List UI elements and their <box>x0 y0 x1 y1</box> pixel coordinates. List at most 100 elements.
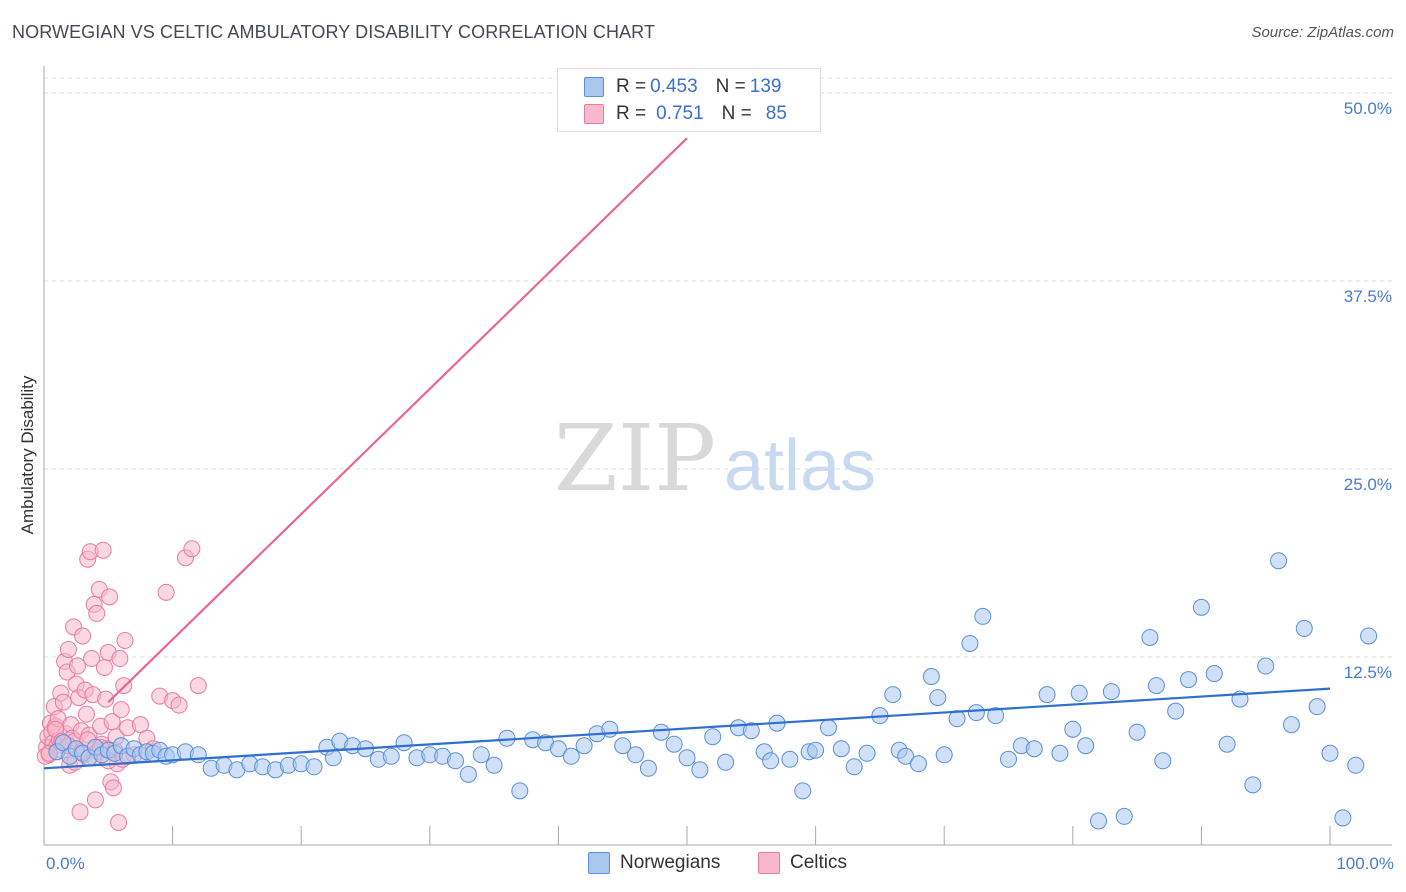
watermark: ZIP atlas <box>554 405 876 512</box>
y-tick-label: 12.5% <box>1344 663 1392 682</box>
norwegian-point <box>1308 698 1326 716</box>
celtic-point <box>54 693 72 711</box>
y-tick-label: 37.5% <box>1344 287 1392 306</box>
norwegian-point <box>884 686 902 704</box>
norwegian-point <box>704 728 722 746</box>
celtic-point <box>157 583 175 601</box>
pink-swatch <box>758 852 780 874</box>
norwegian-point <box>832 740 850 758</box>
norwegian-point <box>762 752 780 770</box>
celtic-point <box>88 604 106 622</box>
norwegian-point <box>447 752 465 770</box>
norwegian-point <box>1128 723 1146 741</box>
y-tick-label: 50.0% <box>1344 99 1392 118</box>
norwegian-point <box>1347 756 1365 774</box>
norwegian-point <box>395 734 413 752</box>
series-legend: Norwegians Celtics <box>0 852 1406 878</box>
norwegian-point <box>627 746 645 764</box>
norwegian-point <box>189 746 207 764</box>
norwegian-point <box>678 749 696 767</box>
norwegian-point <box>1257 657 1275 675</box>
norwegian-point <box>1205 665 1223 683</box>
watermark-zip: ZIP <box>554 405 716 512</box>
norwegian-point <box>459 765 477 783</box>
celtic-point <box>183 540 201 558</box>
norwegian-point <box>807 741 825 759</box>
axes <box>43 66 1392 846</box>
norwegian-point <box>1070 684 1088 702</box>
blue-swatch <box>584 77 604 97</box>
norwegian-point <box>1167 702 1185 720</box>
r-label: R = <box>616 103 647 124</box>
trend-lines <box>43 137 1331 770</box>
norwegian-point <box>1141 628 1159 646</box>
norwegian-point <box>1051 744 1069 762</box>
norwegian-point <box>819 719 837 737</box>
norwegian-point <box>781 750 799 768</box>
norwegian-point <box>1000 750 1017 768</box>
legend-row-norwegians: R = 0.453 N = 139 <box>584 75 781 99</box>
legend-row-celtics: R = 0.751 N = 85 <box>584 102 787 126</box>
celtic-point <box>111 650 129 668</box>
blue-swatch <box>588 852 610 874</box>
pink-swatch <box>584 104 604 124</box>
norwegian-point <box>472 746 490 764</box>
norwegian-point <box>1147 677 1165 695</box>
norwegian-point <box>324 749 342 767</box>
x-tick-label: 100.0% <box>1336 854 1394 873</box>
norwegian-point <box>1064 720 1082 738</box>
celtic-point <box>83 650 101 668</box>
norwegian-point <box>1038 686 1056 704</box>
norwegian-point <box>929 689 947 707</box>
norwegian-point <box>382 747 400 765</box>
celtic-point <box>189 677 207 695</box>
celtic-point <box>94 541 112 559</box>
norwegian-point <box>1270 552 1288 570</box>
celtic-point <box>101 588 119 606</box>
source-label: Source: ZipAtlas.com <box>1251 24 1394 41</box>
norwegian-point <box>1025 740 1043 758</box>
norwegian-point <box>652 723 670 741</box>
grid-lines <box>44 77 1392 658</box>
norwegian-point <box>639 759 657 777</box>
r-value: 0.751 <box>656 103 704 124</box>
celtic-point <box>86 791 104 809</box>
norwegian-point <box>1154 752 1172 770</box>
norwegian-point <box>485 756 503 774</box>
celtic-point <box>74 627 92 645</box>
norwegian-point <box>1077 737 1095 755</box>
n-value: 85 <box>765 103 787 124</box>
norwegian-point <box>549 740 567 758</box>
tick-labels: 12.5% 25.0% 37.5% 50.0% 0.0% 100.0% <box>46 99 1394 873</box>
norwegian-point <box>1102 683 1120 701</box>
norwegian-point <box>987 707 1005 725</box>
norwegian-point <box>967 704 985 722</box>
norwegians-trend-line <box>43 687 1331 770</box>
norwegian-point <box>922 668 940 686</box>
norwegian-point <box>742 722 760 740</box>
norwegian-point <box>601 720 619 738</box>
norwegian-point <box>1244 776 1262 794</box>
norwegian-point <box>1334 809 1352 827</box>
celtic-point <box>71 803 89 821</box>
n-label: N = <box>721 103 752 124</box>
norwegian-point <box>1321 744 1339 762</box>
r-label: R = <box>616 76 647 97</box>
legend-celtics-label: Celtics <box>790 852 848 873</box>
legend-norwegians[interactable]: Norwegians <box>588 852 720 874</box>
norwegian-point <box>717 753 735 771</box>
norwegian-point <box>794 782 812 800</box>
celtic-point <box>68 657 86 675</box>
y-tick-label: 25.0% <box>1344 475 1392 494</box>
n-value: 139 <box>749 76 782 97</box>
norwegian-point <box>1295 619 1313 637</box>
celtics-points <box>36 540 207 831</box>
norwegian-point <box>858 744 876 762</box>
norwegians-points <box>48 552 1378 830</box>
legend-celtics[interactable]: Celtics <box>758 852 847 874</box>
norwegian-point <box>1192 598 1210 616</box>
norwegian-point <box>1218 735 1236 753</box>
norwegian-point <box>1282 716 1300 734</box>
celtic-point <box>104 779 122 797</box>
